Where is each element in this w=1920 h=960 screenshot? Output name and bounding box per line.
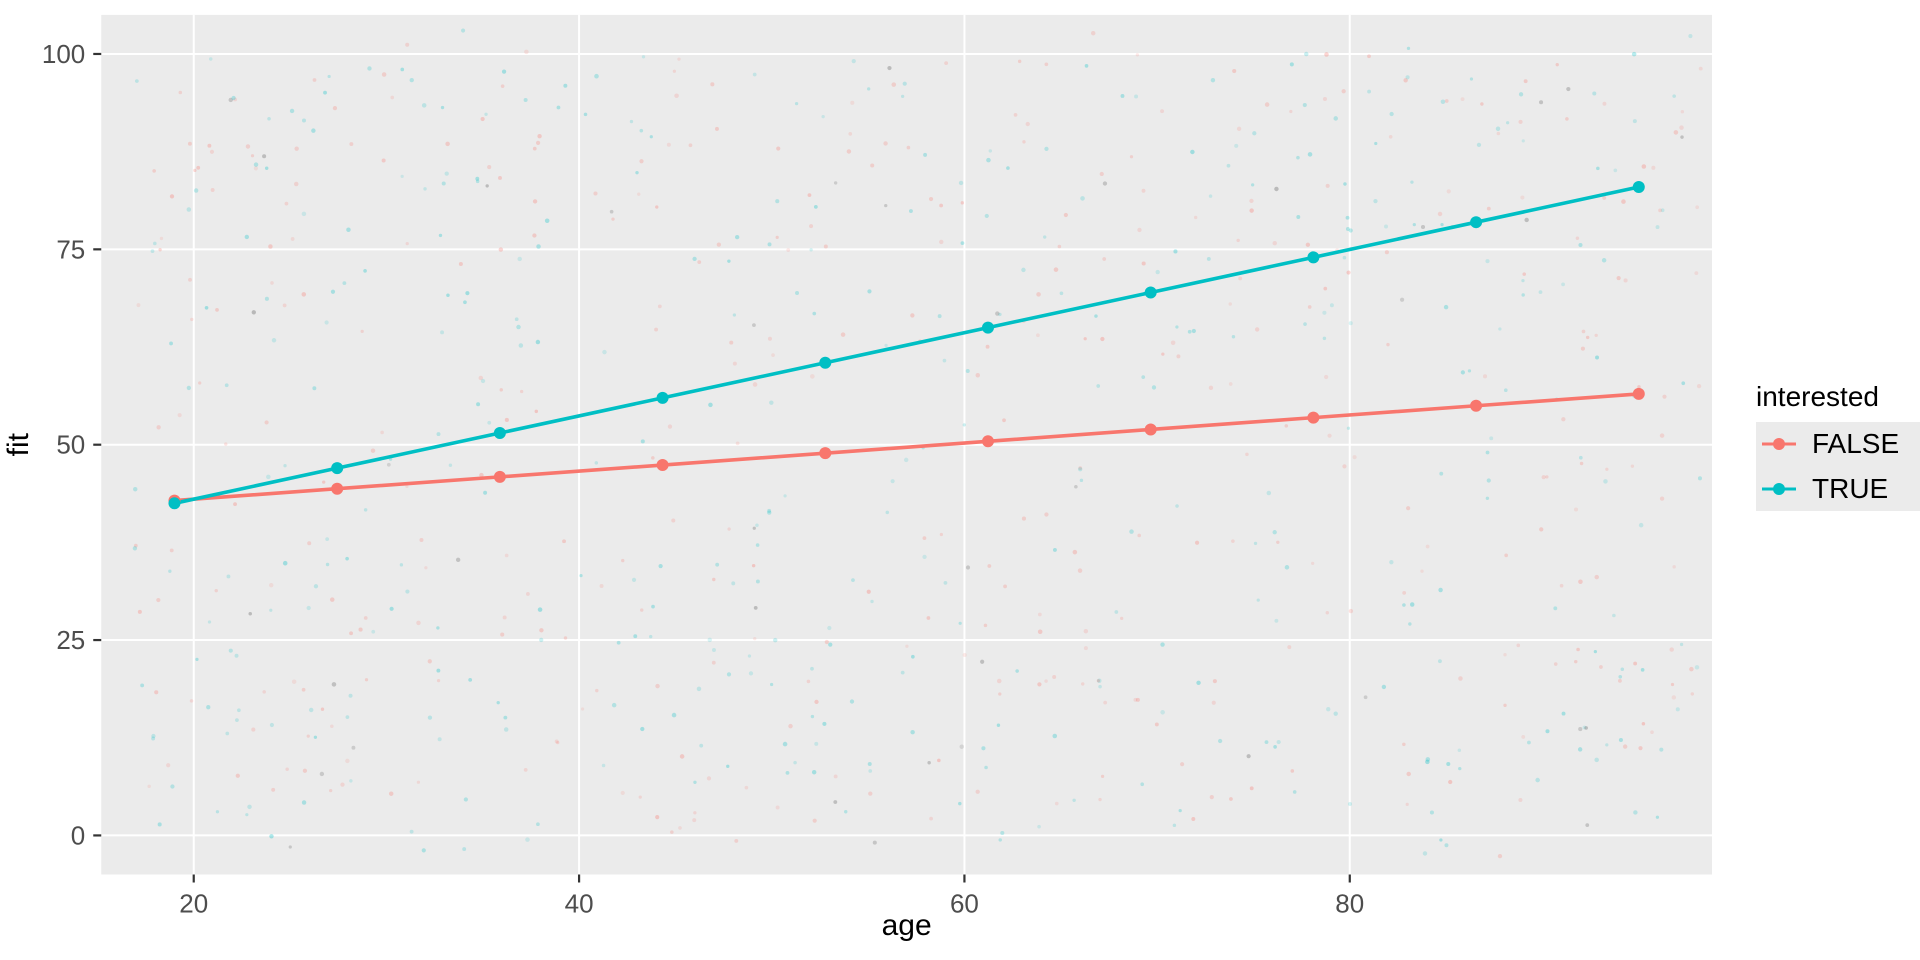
- svg-text:25: 25: [56, 625, 85, 655]
- svg-text:75: 75: [56, 234, 85, 264]
- svg-text:20: 20: [179, 889, 208, 919]
- svg-text:50: 50: [56, 430, 85, 460]
- svg-text:80: 80: [1335, 889, 1364, 919]
- svg-text:0: 0: [71, 820, 85, 850]
- svg-text:40: 40: [565, 889, 594, 919]
- svg-text:60: 60: [950, 889, 979, 919]
- svg-text:100: 100: [42, 39, 85, 69]
- svg-text:fit: fit: [2, 432, 35, 456]
- svg-text:age: age: [882, 909, 932, 942]
